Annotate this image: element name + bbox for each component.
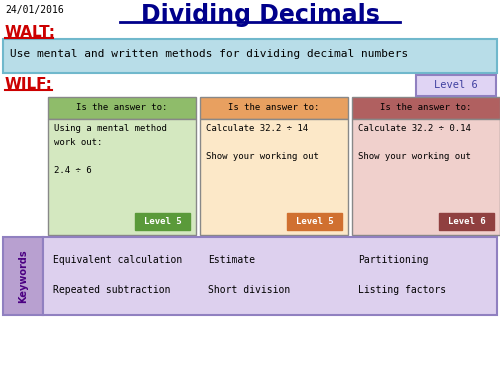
Text: 24/01/2016: 24/01/2016 bbox=[5, 5, 64, 15]
Text: Calculate 32.2 ÷ 0.14

Show your working out: Calculate 32.2 ÷ 0.14 Show your working … bbox=[358, 124, 471, 161]
Text: Short division: Short division bbox=[208, 285, 290, 295]
Text: Listing factors: Listing factors bbox=[358, 285, 446, 295]
Text: Using a mental method
work out:

2.4 ÷ 6: Using a mental method work out: 2.4 ÷ 6 bbox=[54, 124, 167, 175]
FancyBboxPatch shape bbox=[352, 97, 500, 119]
Text: Level 5: Level 5 bbox=[296, 217, 334, 226]
FancyBboxPatch shape bbox=[43, 237, 497, 315]
Text: Level 6: Level 6 bbox=[434, 81, 478, 90]
FancyBboxPatch shape bbox=[416, 75, 496, 96]
Text: Estimate: Estimate bbox=[208, 255, 255, 265]
Text: WILF:: WILF: bbox=[5, 77, 53, 92]
Text: Partitioning: Partitioning bbox=[358, 255, 428, 265]
FancyBboxPatch shape bbox=[439, 213, 494, 230]
Text: Calculate 32.2 ÷ 14

Show your working out: Calculate 32.2 ÷ 14 Show your working ou… bbox=[206, 124, 319, 161]
Text: Keywords: Keywords bbox=[18, 249, 28, 303]
FancyBboxPatch shape bbox=[48, 119, 196, 235]
FancyBboxPatch shape bbox=[200, 97, 348, 119]
FancyBboxPatch shape bbox=[135, 213, 190, 230]
Text: Equivalent calculation: Equivalent calculation bbox=[53, 255, 182, 265]
FancyBboxPatch shape bbox=[352, 119, 500, 235]
Text: Level 5: Level 5 bbox=[144, 217, 182, 226]
FancyBboxPatch shape bbox=[3, 237, 43, 315]
Text: Level 6: Level 6 bbox=[448, 217, 486, 226]
Text: WALT:: WALT: bbox=[5, 25, 56, 40]
FancyBboxPatch shape bbox=[200, 119, 348, 235]
FancyBboxPatch shape bbox=[3, 39, 497, 73]
Text: Is the answer to:: Is the answer to: bbox=[228, 104, 320, 112]
Text: Is the answer to:: Is the answer to: bbox=[380, 104, 472, 112]
Text: Use mental and written methods for dividing decimal numbers: Use mental and written methods for divid… bbox=[10, 49, 408, 59]
FancyBboxPatch shape bbox=[48, 97, 196, 119]
Text: Repeated subtraction: Repeated subtraction bbox=[53, 285, 170, 295]
Text: Dividing Decimals: Dividing Decimals bbox=[140, 3, 380, 27]
Text: Is the answer to:: Is the answer to: bbox=[76, 104, 168, 112]
FancyBboxPatch shape bbox=[287, 213, 342, 230]
